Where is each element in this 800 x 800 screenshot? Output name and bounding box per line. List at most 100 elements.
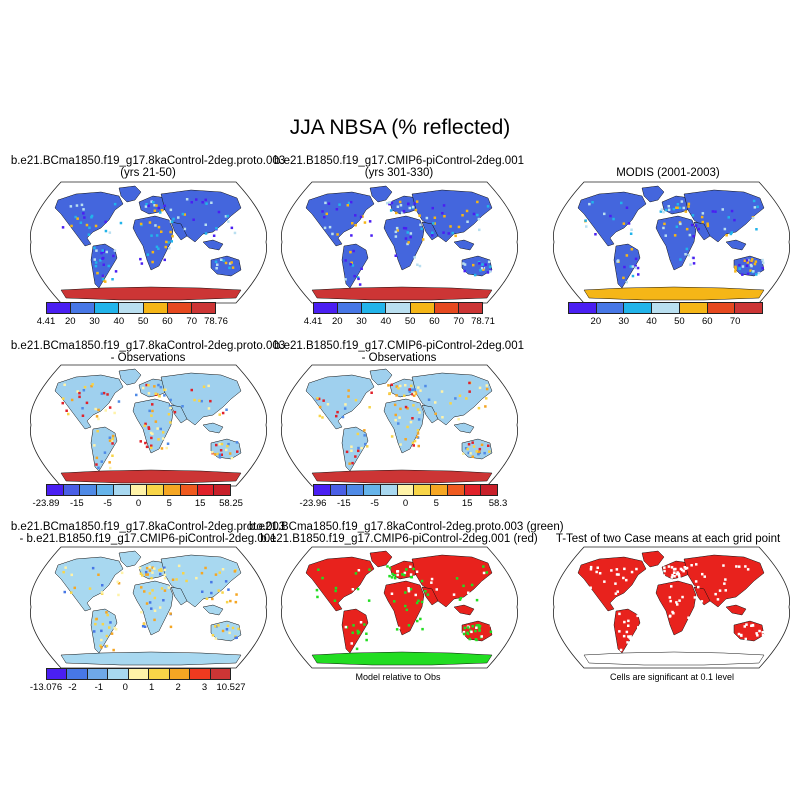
grid-cell — [471, 441, 474, 444]
grid-cell — [328, 225, 332, 229]
grid-cell — [159, 211, 162, 214]
grid-cell — [625, 280, 628, 284]
grid-cell — [169, 208, 173, 212]
grid-cell — [359, 621, 363, 624]
grid-cell — [404, 405, 408, 409]
grid-cell — [96, 429, 99, 433]
grid-cell — [413, 575, 416, 579]
grid-cell — [396, 229, 399, 232]
grid-cell — [407, 589, 411, 593]
grid-cell — [478, 228, 481, 232]
grid-cell — [148, 221, 152, 224]
grid-cell — [357, 446, 360, 450]
grid-cell — [111, 434, 115, 438]
grid-cell — [476, 200, 479, 204]
panel-6-title-line2: - b.e21.B1850.f19_g17.CMIP6-piControl-2d… — [19, 533, 277, 545]
grid-cell — [158, 606, 162, 609]
world-map — [280, 546, 519, 669]
grid-cell — [399, 443, 402, 446]
grid-cell — [403, 573, 406, 577]
grid-cell — [659, 575, 662, 578]
grid-cell — [665, 576, 668, 580]
grid-cell — [82, 212, 85, 215]
colorbar-segment — [330, 485, 348, 495]
grid-cell — [643, 584, 646, 587]
grid-cell — [222, 259, 225, 262]
grid-cell — [412, 404, 415, 407]
colorbar-segment — [130, 485, 148, 495]
colorbar-segment — [80, 485, 98, 495]
grid-cell — [480, 635, 483, 638]
grid-cell — [409, 420, 413, 424]
grid-cell — [612, 217, 615, 221]
continent-shape — [311, 651, 493, 666]
grid-cell — [477, 452, 480, 456]
grid-cell — [697, 227, 700, 231]
grid-cell — [598, 572, 602, 575]
grid-cell — [94, 224, 98, 228]
grid-cell — [683, 566, 686, 569]
grid-cell — [334, 589, 337, 593]
grid-cell — [667, 208, 671, 211]
grid-cell — [117, 400, 121, 403]
colorbar-tick-label: -5 — [370, 498, 379, 509]
grid-cell — [714, 592, 717, 596]
grid-cell — [412, 444, 415, 447]
grid-cell — [746, 272, 750, 276]
grid-cell — [687, 202, 691, 206]
grid-cell — [150, 446, 153, 450]
grid-cell — [481, 582, 484, 586]
grid-cell — [714, 210, 717, 213]
grid-cell — [421, 238, 425, 241]
grid-cell — [321, 576, 324, 580]
grid-cell — [738, 267, 741, 270]
grid-cell — [755, 632, 758, 635]
grid-cell — [97, 417, 100, 421]
grid-cell — [755, 273, 758, 276]
grid-cell — [85, 401, 89, 405]
colorbar-segment — [113, 485, 131, 495]
grid-cell — [387, 384, 390, 387]
grid-cell — [365, 632, 368, 635]
grid-cell — [417, 599, 420, 602]
continent-shape — [118, 368, 142, 386]
grid-cell — [357, 569, 361, 572]
grid-cell — [750, 624, 753, 627]
colorbar-segment — [164, 485, 181, 495]
grid-cell — [627, 619, 630, 623]
panel-8-map — [552, 545, 791, 670]
grid-cell — [408, 390, 412, 393]
colorbar-segment — [180, 485, 198, 495]
colorbar-tick-label: -23.96 — [299, 498, 327, 509]
grid-cell — [465, 209, 469, 213]
grid-cell — [160, 587, 164, 590]
colorbar-tick-label: 50 — [137, 316, 149, 327]
grid-cell — [164, 245, 167, 249]
continent-shape — [311, 286, 493, 301]
grid-cell — [677, 572, 680, 576]
grid-cell — [235, 441, 239, 444]
grid-cell — [414, 391, 417, 394]
grid-cell — [472, 263, 475, 267]
grid-cell — [141, 574, 144, 577]
grid-cell — [616, 259, 620, 262]
grid-cell — [140, 262, 144, 265]
grid-cell — [394, 235, 398, 238]
grid-cell — [365, 638, 368, 642]
grid-cell — [404, 384, 407, 387]
grid-cell — [737, 632, 741, 636]
grid-cell — [110, 439, 113, 443]
grid-cell — [487, 260, 491, 264]
grid-cell — [233, 570, 237, 573]
grid-cell — [151, 432, 154, 436]
grid-cell — [434, 412, 437, 415]
grid-cell — [681, 595, 684, 599]
grid-cell — [474, 638, 478, 641]
grid-cell — [672, 571, 676, 574]
panel-3-title-line1: MODIS (2001-2003) — [616, 167, 720, 179]
grid-cell — [70, 398, 74, 402]
grid-cell — [682, 206, 685, 210]
grid-cell — [106, 393, 109, 396]
panel-3-map — [552, 180, 791, 305]
grid-cell — [749, 269, 752, 272]
